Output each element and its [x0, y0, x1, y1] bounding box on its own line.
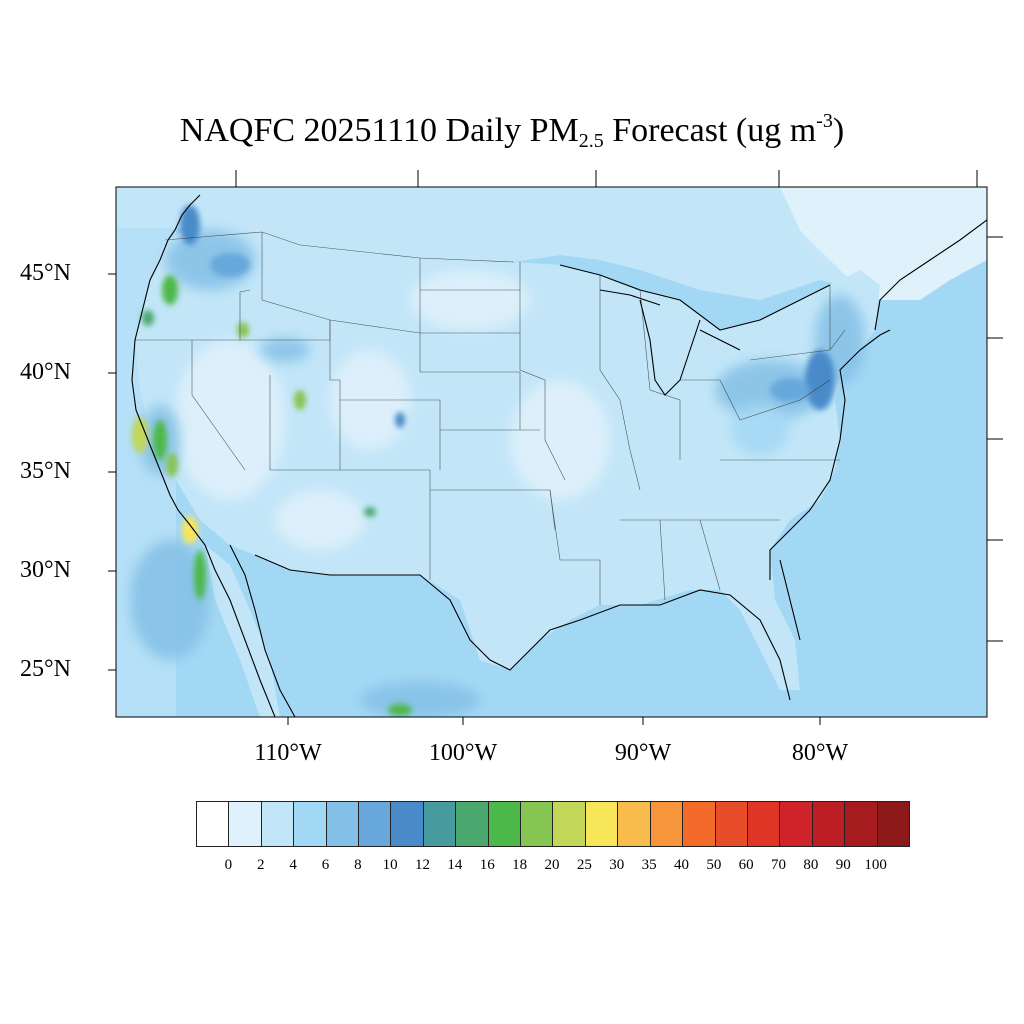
colorbar-swatch	[488, 802, 522, 846]
colorbar-swatch	[229, 802, 262, 846]
colorbar-swatch	[780, 802, 813, 846]
colorbar-swatch	[423, 802, 457, 846]
colorbar-swatch	[747, 802, 781, 846]
colorbar-swatch	[553, 802, 586, 846]
great-basin-light-zone	[175, 340, 285, 500]
lat-label-35n: 35°N	[20, 458, 71, 484]
colorbar-tick-label: 2	[256, 857, 265, 873]
colorbar-tick-label: 35	[641, 857, 657, 873]
colorbar-swatch	[877, 802, 909, 846]
appalachian-moderate-zone	[730, 405, 790, 455]
colorbar-tick-label: 40	[673, 857, 689, 873]
pennsylvania-high-zone	[770, 378, 810, 402]
gulf-moderate-zone	[360, 682, 480, 717]
colorbar-swatch	[391, 802, 424, 846]
colorbar-tick-label: 80	[803, 857, 819, 873]
colorbar-swatch	[845, 802, 878, 846]
colorbar-swatch	[650, 802, 684, 846]
lat-label-25n: 25°N	[20, 656, 71, 682]
phoenix-high-zone	[364, 507, 376, 517]
denver-high-zone	[395, 412, 405, 428]
colorbar-tick-label: 0	[224, 857, 233, 873]
lon-label-100w: 100°W	[428, 740, 498, 766]
colorbar-tick-label: 100	[864, 857, 887, 873]
colorbar-swatch	[197, 802, 230, 846]
idaho-moderate-zone	[260, 338, 310, 362]
state-boundaries	[135, 231, 846, 605]
mexico-interior-high-zone	[388, 704, 412, 716]
oregon-high-zone	[210, 253, 250, 277]
bay-area-high-zone	[153, 420, 167, 460]
colorbar-tick-label: 8	[354, 857, 362, 873]
colorbar-tick-label: 90	[835, 857, 851, 873]
lat-label-30n: 30°N	[20, 557, 71, 583]
colorbar-tick-label: 10	[382, 857, 398, 873]
colorbar-tick-label: 25	[576, 857, 592, 873]
colorbar-tick-label: 50	[706, 857, 722, 873]
southwest-light-zone	[275, 490, 365, 550]
boise-high-zone	[237, 322, 249, 338]
seattle-high-zone	[180, 205, 200, 245]
mexico-pacific-moderate-zone	[130, 540, 210, 660]
northeast-canada-light-zone	[810, 195, 950, 265]
lat-label-45n: 45°N	[20, 260, 71, 286]
midwest-light-zone	[510, 380, 610, 500]
colorbar-swatch	[618, 802, 651, 846]
colorbar-swatch	[683, 802, 716, 846]
colorbar-tick-label: 14	[447, 857, 463, 873]
colorbar-swatch	[715, 802, 748, 846]
mexico-land	[230, 560, 640, 717]
map-title: NAQFC 20251110 Daily PM2.5 Forecast (ug …	[179, 110, 845, 152]
san-joaquin-high-zone	[166, 453, 178, 477]
willamette-high-zone	[162, 275, 178, 305]
colorbar-tick-label: 18	[512, 857, 528, 873]
baja-coast-high-zone	[194, 550, 206, 600]
colorbar-tick-label: 16	[479, 857, 495, 873]
lon-label-110w: 110°W	[254, 740, 322, 766]
colorbar-tick-label: 4	[289, 857, 297, 873]
axis-ticks	[108, 170, 1003, 725]
lon-label-90w: 90°W	[614, 740, 672, 766]
plains-light-zone	[410, 270, 530, 330]
los-angeles-high-zone	[182, 516, 198, 544]
colorbar-tick-label: 70	[771, 857, 787, 873]
colorbar-swatch	[812, 802, 846, 846]
oregon-coast-high-zone	[142, 310, 154, 326]
lat-label-40n: 40°N	[20, 359, 71, 385]
map-frame	[115, 186, 988, 718]
colorbar-swatch	[585, 802, 619, 846]
colorbar-swatch	[359, 802, 392, 846]
colorbar-tick-label: 12	[415, 857, 431, 873]
colorbar-tick-label: 20	[544, 857, 560, 873]
conus-land	[135, 228, 880, 690]
mid-atlantic-high-zone	[805, 350, 835, 410]
salt-lake-high-zone	[294, 390, 306, 410]
canada-land	[116, 187, 987, 300]
colorbar-swatch	[261, 802, 295, 846]
sacramento-high-zone	[132, 417, 148, 453]
colorbar-tick-label: 60	[738, 857, 754, 873]
colorbar-tick-label: 6	[321, 857, 330, 873]
colorbar-swatch	[521, 802, 554, 846]
colorbar-swatch	[326, 802, 360, 846]
colorbar-tick-label: 30	[609, 857, 625, 873]
colorbar-swatch	[456, 802, 489, 846]
colorbar	[196, 801, 910, 847]
lon-label-80w: 80°W	[791, 740, 849, 766]
coastlines	[131, 194, 987, 717]
colorbar-swatch	[294, 802, 327, 846]
